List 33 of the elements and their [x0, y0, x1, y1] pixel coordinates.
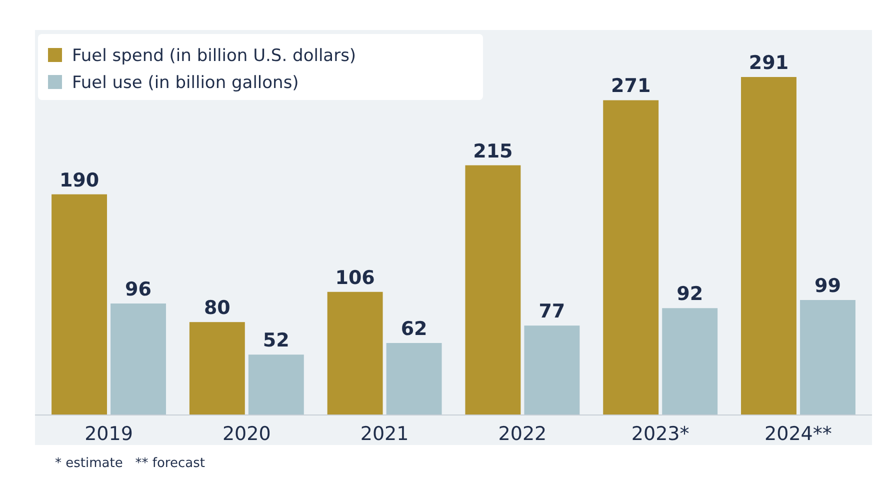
- legend-label: Fuel use (in billion gallons): [72, 73, 299, 93]
- x-tick-label: 2021: [360, 423, 409, 445]
- bar: [524, 326, 580, 415]
- data-label: 106: [335, 266, 375, 289]
- bar: [248, 354, 304, 415]
- x-tick-label: 2019: [84, 423, 133, 445]
- bar: [800, 300, 856, 415]
- text: * estimate ** forecast: [55, 456, 205, 471]
- x-tick-label: 2022: [498, 423, 547, 445]
- data-label: 77: [538, 300, 566, 323]
- bar: [386, 342, 442, 415]
- data-label: 215: [473, 140, 513, 162]
- data-label: 52: [262, 330, 290, 352]
- data-label: 99: [814, 275, 841, 298]
- legend-label: Fuel spend (in billion U.S. dollars): [72, 46, 356, 66]
- x-tick-label: 2020: [222, 423, 271, 445]
- data-label: 62: [400, 318, 428, 340]
- bar: [465, 165, 521, 415]
- data-label: 190: [59, 169, 100, 192]
- bar: [741, 77, 796, 415]
- bar: [110, 303, 166, 415]
- bar: [327, 292, 383, 415]
- data-label: 92: [676, 283, 704, 306]
- data-label: 80: [204, 297, 230, 320]
- bar: [603, 100, 659, 415]
- x-tick-label: 2024**: [764, 423, 832, 445]
- data-label: 291: [748, 52, 789, 74]
- x-tick-label: 2023*: [631, 423, 690, 445]
- data-label: 96: [125, 278, 152, 300]
- bar: [52, 194, 107, 415]
- bar: [662, 308, 718, 415]
- data-label: 271: [611, 75, 651, 98]
- bar: [189, 322, 245, 415]
